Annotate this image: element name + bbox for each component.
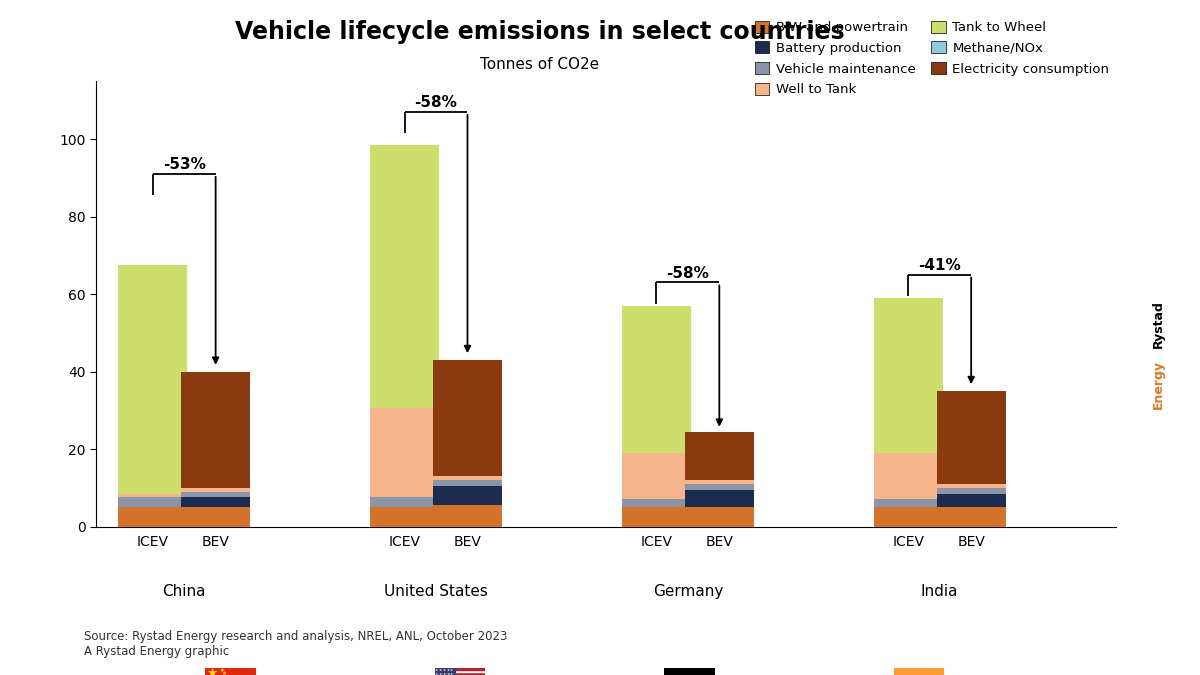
Bar <box>622 507 691 526</box>
Bar <box>433 476 502 480</box>
Text: ★: ★ <box>443 668 445 672</box>
Text: Rystad: Rystad <box>1152 300 1164 348</box>
Text: ★: ★ <box>450 672 454 675</box>
Bar <box>181 497 251 507</box>
Bar <box>118 265 187 493</box>
Bar <box>936 507 1006 526</box>
Bar <box>370 497 439 507</box>
Text: ★: ★ <box>450 668 454 672</box>
Bar <box>665 668 715 675</box>
Bar <box>622 306 691 453</box>
Bar <box>433 360 502 476</box>
Bar <box>118 507 187 526</box>
Text: Energy: Energy <box>1152 360 1164 409</box>
Text: ★: ★ <box>436 668 438 672</box>
Text: ★: ★ <box>443 672 445 675</box>
Bar <box>874 500 943 507</box>
Bar <box>118 497 187 507</box>
Text: ★: ★ <box>220 668 224 672</box>
Text: ★: ★ <box>436 672 438 675</box>
Bar <box>433 480 502 486</box>
Bar <box>874 453 943 500</box>
Bar <box>433 486 502 505</box>
Bar <box>936 488 1006 493</box>
Bar <box>434 672 485 674</box>
Bar <box>894 668 944 675</box>
Bar <box>685 431 754 480</box>
Bar <box>622 453 691 500</box>
Text: ★: ★ <box>446 668 450 672</box>
Text: -41%: -41% <box>918 258 961 273</box>
Bar <box>685 484 754 489</box>
Text: ★: ★ <box>439 672 442 675</box>
Bar <box>370 507 439 526</box>
Bar <box>433 505 502 526</box>
Bar <box>685 507 754 526</box>
Bar <box>118 493 187 497</box>
Bar <box>181 371 251 488</box>
Bar <box>181 491 251 497</box>
Text: ★: ★ <box>222 671 227 675</box>
Text: -53%: -53% <box>163 157 205 172</box>
Legend: BIW and powertrain, Battery production, Vehicle maintenance, Well to Tank, Tank : BIW and powertrain, Battery production, … <box>755 21 1110 97</box>
Text: ★: ★ <box>446 672 450 675</box>
Bar <box>370 145 439 408</box>
Text: India: India <box>920 585 959 599</box>
Bar <box>936 493 1006 507</box>
Bar <box>936 391 1006 484</box>
Bar <box>622 500 691 507</box>
Text: Tonnes of CO2e: Tonnes of CO2e <box>480 57 600 72</box>
Text: Source: Rystad Energy research and analysis, NREL, ANL, October 2023
A Rystad En: Source: Rystad Energy research and analy… <box>84 630 508 658</box>
Bar <box>181 488 251 491</box>
Text: -58%: -58% <box>414 95 457 110</box>
Text: Vehicle lifecycle emissions in select countries: Vehicle lifecycle emissions in select co… <box>235 20 845 45</box>
Bar <box>370 408 439 497</box>
Text: ★: ★ <box>206 667 218 675</box>
Bar <box>181 507 251 526</box>
Bar <box>874 507 943 526</box>
Text: United States: United States <box>384 585 488 599</box>
Text: ★: ★ <box>439 668 442 672</box>
Bar <box>685 489 754 507</box>
Bar <box>434 668 455 675</box>
Bar <box>936 484 1006 488</box>
Bar <box>685 480 754 484</box>
Bar <box>434 674 485 675</box>
Text: China: China <box>162 585 206 599</box>
Bar <box>434 668 485 670</box>
Text: -58%: -58% <box>666 265 709 281</box>
Bar <box>434 670 485 672</box>
Text: Germany: Germany <box>653 585 724 599</box>
Bar <box>874 298 943 453</box>
